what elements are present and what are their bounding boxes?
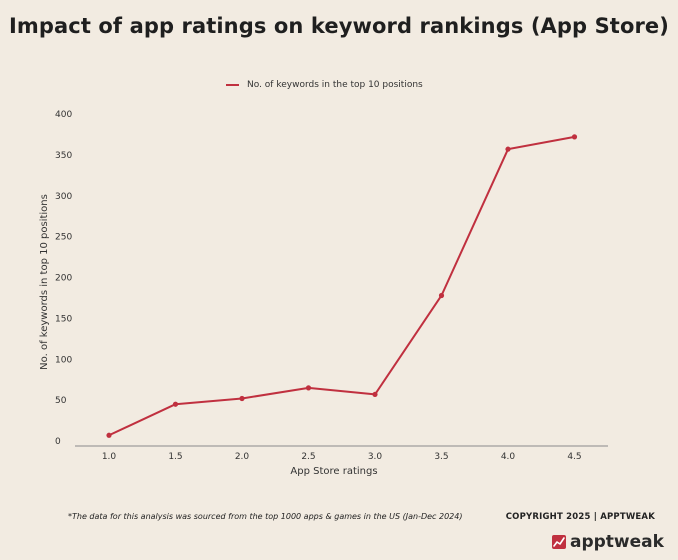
- data-point: [305, 385, 312, 391]
- brand-name: apptweak: [570, 532, 664, 552]
- y-axis-title: No. of keywords in top 10 positions: [39, 194, 50, 370]
- data-point: [438, 292, 445, 299]
- brand-logo: apptweak: [552, 532, 664, 552]
- data-point: [571, 134, 578, 140]
- x-tick-label: 3.0: [368, 452, 383, 462]
- y-tick-label: 350: [55, 151, 72, 161]
- y-tick-label: 0: [55, 437, 61, 447]
- x-tick-label: 4.0: [501, 452, 516, 462]
- data-point: [372, 391, 378, 398]
- y-tick-label: 150: [55, 314, 72, 324]
- x-tick-label: 3.5: [434, 452, 448, 462]
- x-tick-label: 4.5: [567, 452, 581, 462]
- footnote: *The data for this analysis was sourced …: [68, 512, 463, 521]
- x-axis-title: App Store ratings: [290, 466, 377, 477]
- data-point: [505, 146, 511, 152]
- series: [106, 134, 578, 438]
- data-point: [239, 395, 245, 402]
- y-tick-labels: 0 50 100 150 200 250 300 350 400: [55, 110, 72, 447]
- chart-title: Impact of app ratings on keyword ranking…: [9, 14, 669, 38]
- y-tick-label: 50: [55, 396, 67, 406]
- y-tick-label: 200: [55, 274, 72, 284]
- legend: No. of keywords in the top 10 positions: [226, 80, 423, 90]
- y-tick-label: 250: [55, 233, 72, 243]
- series-line: [108, 135, 576, 437]
- x-tick-label: 2.5: [301, 452, 315, 462]
- data-point: [172, 401, 179, 407]
- y-tick-label: 400: [55, 110, 72, 120]
- x-tick-label: 1.5: [168, 452, 182, 462]
- copyright: COPYRIGHT 2025 | APPTWEAK: [505, 512, 655, 522]
- legend-swatch: [226, 84, 239, 86]
- data-point: [106, 432, 112, 438]
- legend-label: No. of keywords in the top 10 positions: [247, 80, 423, 90]
- y-tick-label: 100: [55, 355, 72, 365]
- y-tick-label: 300: [55, 192, 72, 202]
- chart-trend-icon: [552, 535, 566, 549]
- x-tick-label: 1.0: [102, 452, 117, 462]
- x-tick-labels: 1.0 1.5 2.0 2.5 3.0 3.5 4.0 4.5: [102, 452, 582, 462]
- x-tick-label: 2.0: [235, 452, 250, 462]
